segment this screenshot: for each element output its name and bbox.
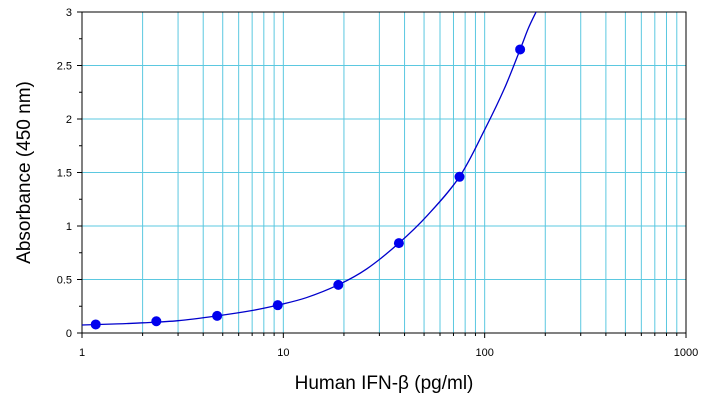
fitted-curve-line [81, 11, 537, 326]
x-axis-title: Human IFN-β (pg/ml) [295, 373, 474, 394]
x-axis-tick-labels: 1 10 100 1000 [79, 347, 698, 359]
data-point [454, 171, 465, 182]
y-tick-label: 2 [66, 114, 72, 126]
data-point [393, 238, 404, 249]
y-tick-label: 3 [66, 7, 72, 19]
y-tick-label: 2.5 [57, 61, 72, 73]
data-point [90, 319, 101, 330]
x-tick-label: 10 [277, 347, 289, 359]
y-axis-tick-labels: 0 0.5 1 1.5 2 2.5 3 [57, 7, 72, 340]
y-tick-label: 1.5 [57, 168, 72, 180]
x-tick-label: 100 [475, 347, 493, 359]
data-point [212, 310, 223, 321]
data-point [333, 279, 344, 290]
y-axis-title: Absorbance (450 nm) [14, 81, 35, 264]
axis-ticks [77, 11, 687, 338]
y-tick-label: 1 [66, 221, 72, 233]
y-tick-label: 0 [66, 328, 72, 340]
data-point [151, 316, 162, 327]
data-point [515, 44, 526, 55]
grid [82, 12, 686, 333]
x-tick-label: 1 [79, 347, 85, 359]
x-tick-label: 1000 [674, 347, 698, 359]
data-points [90, 44, 526, 330]
data-point [272, 300, 283, 311]
y-tick-label: 0.5 [57, 275, 72, 287]
